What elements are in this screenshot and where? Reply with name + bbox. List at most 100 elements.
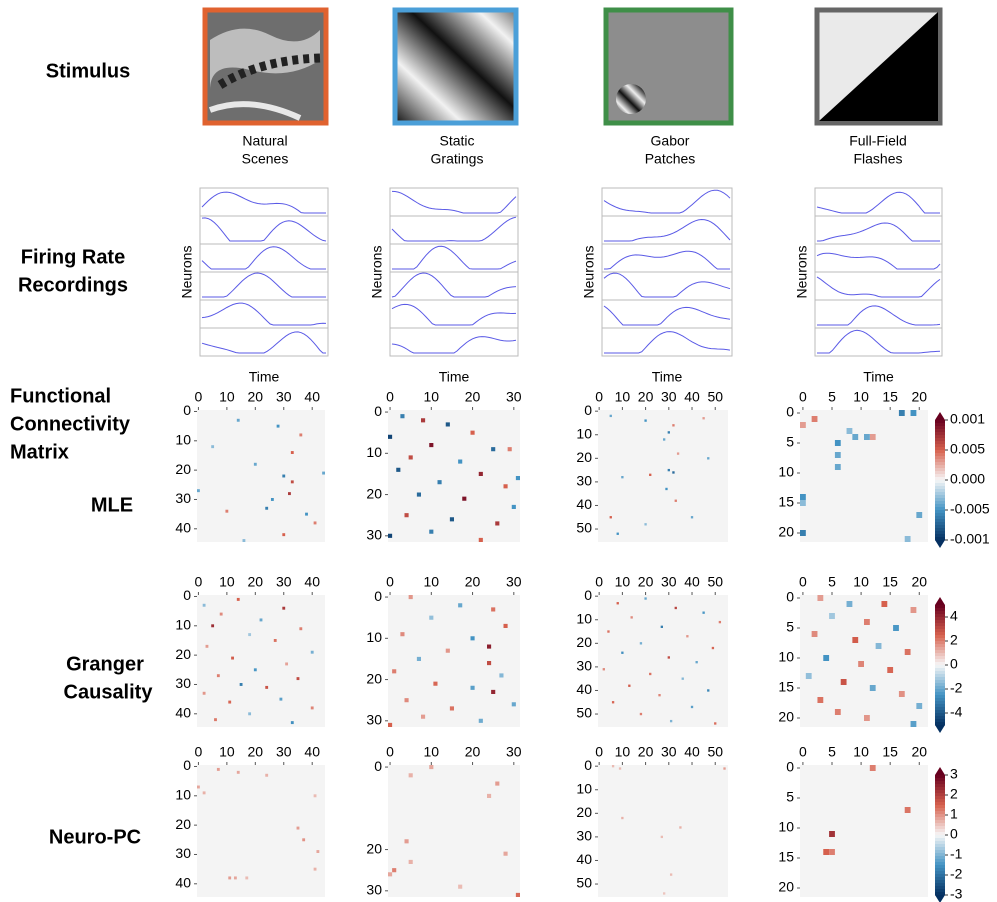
heatmap-cell — [823, 655, 830, 661]
y-tick-label: 40 — [175, 875, 191, 891]
heatmap-cell — [834, 464, 841, 470]
x-tick-label: 40 — [304, 574, 320, 590]
y-tick-label: 20 — [366, 485, 382, 501]
colorbar-extend — [935, 767, 945, 775]
heatmap-cell — [239, 683, 243, 686]
heatmap-cell — [679, 826, 682, 829]
heatmap-cell — [487, 661, 492, 666]
x-tick-label: 20 — [911, 389, 927, 405]
y-tick-label: 0 — [374, 758, 382, 774]
heatmap-cell — [829, 831, 835, 837]
x-tick-label: 10 — [853, 574, 869, 590]
heatmap-background — [598, 765, 728, 897]
heatmap-cell — [288, 492, 291, 496]
y-tick-label: 10 — [778, 649, 794, 665]
colorbar-segment — [935, 513, 945, 517]
heatmap-cell — [829, 849, 835, 855]
firing-trace — [201, 302, 327, 326]
y-tick-label: 0 — [786, 404, 794, 420]
y-tick-label: 10 — [366, 444, 382, 460]
heatmap-cell — [515, 892, 520, 897]
heatmap-cell — [279, 697, 283, 701]
firing-trace — [604, 331, 731, 354]
colorbar-segment — [935, 456, 945, 460]
heatmap-cell — [707, 457, 710, 460]
y-tick-label: 10 — [576, 610, 592, 626]
colorbar-segment — [935, 704, 945, 708]
y-tick-label: 10 — [366, 629, 382, 645]
heatmap-cell — [253, 668, 257, 672]
x-axis-label: Time — [439, 369, 470, 385]
heatmap-cell — [416, 656, 421, 661]
heatmap-cell — [846, 428, 853, 434]
colorbar-segment — [935, 444, 945, 448]
heatmap-cell — [404, 698, 409, 703]
heatmap-cell — [313, 867, 317, 871]
heatmap-cell — [429, 765, 434, 770]
heatmap-cell — [834, 452, 841, 458]
y-tick-label: 50 — [576, 705, 592, 721]
heatmap-cell — [864, 715, 870, 721]
x-tick-label: 0 — [195, 574, 203, 590]
heatmap-cell — [478, 471, 483, 476]
heatmap-cell — [282, 533, 286, 537]
colorbar-segment — [935, 808, 945, 812]
heatmap-cell — [211, 445, 215, 449]
x-tick-label: 10 — [424, 389, 440, 405]
colorbar-segment — [935, 453, 945, 457]
heatmap-cell — [392, 669, 397, 674]
colorbar-segment — [935, 471, 945, 475]
row-label: Recordings — [18, 274, 128, 296]
heatmap-cell — [852, 637, 859, 643]
colorbar-segment — [935, 641, 945, 645]
heatmap-cell — [840, 679, 847, 685]
y-tick-label: 10 — [778, 464, 794, 480]
heatmap-cell — [299, 433, 303, 437]
x-tick-label: 20 — [638, 744, 654, 760]
heatmap-cell — [491, 607, 496, 612]
heatmap-cell — [388, 872, 393, 877]
heatmap-cell — [503, 851, 508, 856]
x-tick-label: 20 — [911, 744, 927, 760]
x-tick-label: 0 — [799, 389, 807, 405]
x-axis-label: Time — [249, 369, 280, 385]
colorbar-segment — [935, 775, 945, 779]
colorbar-segment — [935, 656, 945, 660]
colorbar-extend — [935, 725, 945, 733]
heatmap-cell — [904, 536, 911, 542]
x-tick-label: 15 — [882, 744, 898, 760]
heatmap-cell — [898, 410, 905, 416]
heatmap-cell — [202, 791, 206, 795]
colorbar-segment — [935, 701, 945, 705]
x-tick-label: 20 — [911, 574, 927, 590]
colorbar-segment — [935, 850, 945, 854]
heatmap-cell — [290, 480, 294, 484]
colorbar-tick-label: 3 — [950, 766, 958, 782]
colorbar-segment — [935, 680, 945, 684]
colorbar-segment — [935, 462, 945, 466]
heatmap-cell — [491, 447, 496, 452]
y-tick-label: 30 — [366, 882, 382, 898]
heatmap-cell — [313, 521, 317, 525]
firing-trace — [603, 305, 731, 326]
colorbar-segment — [935, 871, 945, 875]
colorbar-segment — [935, 495, 945, 499]
colorbar-segment — [935, 841, 945, 845]
heatmap-cell — [499, 673, 504, 678]
heatmap-cell — [864, 619, 870, 625]
y-tick-label: 20 — [175, 816, 191, 832]
colorbar-segment — [935, 429, 945, 433]
heatmap-cell — [910, 721, 917, 727]
colorbar-segment — [935, 647, 945, 651]
colorbar-segment — [935, 635, 945, 639]
x-tick-label: 50 — [707, 389, 723, 405]
colorbar-segment — [935, 802, 945, 806]
heatmap-cell — [669, 873, 673, 876]
y-tick-label: 10 — [175, 432, 191, 448]
heatmap-cell — [316, 850, 320, 853]
y-tick-label: 10 — [778, 819, 794, 835]
heatmap-cell — [674, 606, 677, 610]
y-tick-label: 30 — [576, 473, 592, 489]
colorbar-segment — [935, 847, 945, 851]
